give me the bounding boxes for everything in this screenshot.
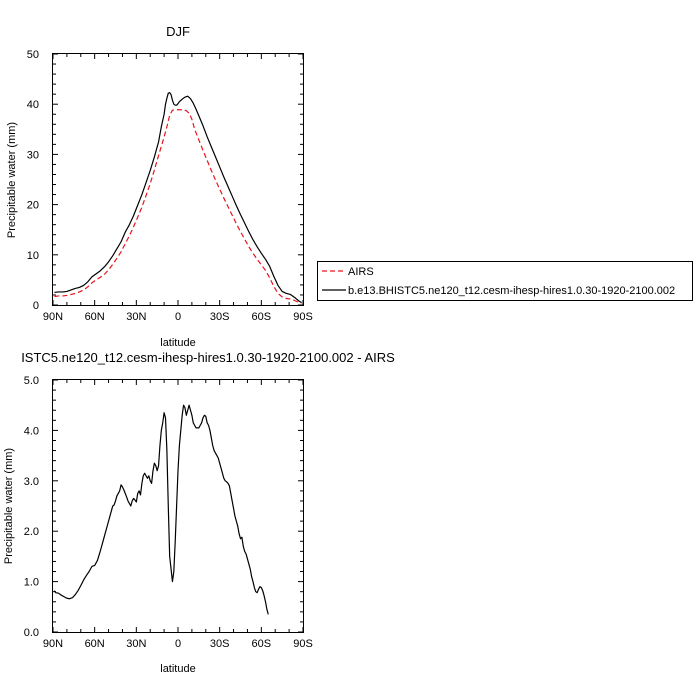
x-tick-label: 90N	[43, 311, 63, 323]
x-tick-label: 90S	[293, 311, 313, 323]
y-tick-label: 50	[27, 49, 39, 61]
x-tick-label: 0	[175, 638, 181, 650]
y-tick-label: 10	[27, 250, 39, 262]
bottom-series-lines	[53, 404, 269, 615]
y-tick-label: 5.0	[24, 375, 39, 387]
bottom-axis-ticks: 90N 60N 30N 0 30S 60S 90S 0.0 1.0 2.0 3.0 4.0 5.0	[24, 375, 313, 650]
top-x-axis-label: latitude	[160, 337, 195, 349]
series-line-difference	[53, 404, 269, 615]
bottom-y-axis-label: Precipitable water (mm)	[3, 448, 15, 564]
y-tick-label: 20	[27, 200, 39, 212]
legend-label-airs: AIRS	[348, 266, 374, 278]
x-tick-label: 60S	[252, 638, 272, 650]
x-tick-label: 0	[175, 311, 181, 323]
top-axis-ticks: 90N 60N 30N 0 30S 60S 90S 0 10 20 30 40 50	[27, 49, 313, 323]
bottom-chart: ISTC5.ne120_t12.cesm-ihesp-hires1.0.30-1…	[3, 350, 395, 675]
top-chart-title: DJF	[166, 24, 190, 39]
x-tick-label: 30S	[210, 638, 230, 650]
legend-label-model: b.e13.BHISTC5.ne120_t12.cesm-ihesp-hires…	[348, 285, 675, 297]
x-tick-label: 30N	[126, 638, 146, 650]
legend: AIRS b.e13.BHISTC5.ne120_t12.cesm-ihesp-…	[317, 261, 693, 301]
bottom-plot-frame	[52, 379, 304, 633]
y-tick-label: 1.0	[24, 577, 39, 589]
y-tick-label: 40	[27, 99, 39, 111]
bottom-chart-title: ISTC5.ne120_t12.cesm-ihesp-hires1.0.30-1…	[21, 350, 395, 365]
top-y-axis-label: Precipitable water (mm)	[6, 122, 18, 238]
top-series-lines	[54, 92, 302, 304]
top-chart: DJF 90N 60N 30N 0 30S 60S 90S 0 10 20 30 40 50 latit…	[6, 24, 313, 349]
x-tick-label: 60N	[85, 638, 105, 650]
top-plot-frame	[52, 53, 304, 306]
x-tick-label: 90S	[293, 638, 313, 650]
bottom-x-axis-label: latitude	[160, 663, 195, 675]
y-tick-label: 3.0	[24, 476, 39, 488]
y-tick-label: 30	[27, 149, 39, 161]
x-tick-label: 30S	[210, 311, 230, 323]
x-tick-label: 60S	[252, 311, 272, 323]
x-tick-label: 30N	[126, 311, 146, 323]
series-line-model	[54, 92, 302, 304]
y-tick-label: 0.0	[24, 627, 39, 639]
x-tick-label: 60N	[85, 311, 105, 323]
y-tick-label: 0	[33, 300, 39, 312]
y-tick-label: 4.0	[24, 425, 39, 437]
legend-box	[317, 261, 693, 301]
y-tick-label: 2.0	[24, 526, 39, 538]
series-line-airs	[54, 109, 302, 304]
x-tick-label: 90N	[43, 638, 63, 650]
